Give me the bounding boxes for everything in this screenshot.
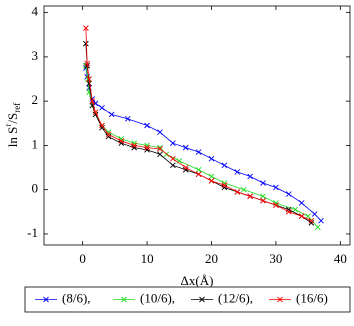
data-point xyxy=(124,116,131,122)
data-point xyxy=(86,80,92,87)
data-point xyxy=(182,164,189,171)
data-point xyxy=(285,208,292,215)
x-tick-label: 10 xyxy=(141,251,154,266)
data-point xyxy=(292,206,299,213)
y-axis-label: ln Sr/Sref xyxy=(3,103,22,147)
legend-marker xyxy=(277,296,283,303)
y-label-sup: r xyxy=(3,124,13,127)
legend-box xyxy=(24,286,351,313)
data-point xyxy=(208,178,215,184)
data-point xyxy=(298,213,305,220)
plot-frame xyxy=(43,5,351,246)
data-point xyxy=(305,213,311,220)
data-point xyxy=(208,155,215,162)
data-point xyxy=(84,60,90,67)
data-point xyxy=(273,202,279,208)
data-point xyxy=(99,104,105,111)
x-tick-label: 40 xyxy=(334,251,347,266)
data-point xyxy=(157,146,163,152)
series-line xyxy=(85,65,319,228)
data-point xyxy=(170,155,176,162)
data-point xyxy=(157,151,163,158)
data-point xyxy=(176,158,183,164)
data-point xyxy=(99,124,105,131)
data-point xyxy=(318,217,324,224)
data-point xyxy=(182,144,189,151)
data-point xyxy=(195,171,202,178)
y-label-sub: ref xyxy=(12,103,22,113)
data-point xyxy=(108,111,115,118)
data-point xyxy=(285,191,292,197)
y-tick-label: 2 xyxy=(32,92,39,107)
y-label-part: /S xyxy=(5,113,20,124)
series-line xyxy=(85,28,312,222)
legend-label: (16/6) xyxy=(296,290,328,305)
data-point xyxy=(99,122,105,129)
data-point xyxy=(195,149,202,155)
series-line xyxy=(85,43,312,224)
series-line xyxy=(85,67,322,221)
x-tick-label: 20 xyxy=(205,251,218,266)
data-point xyxy=(105,131,112,138)
data-point xyxy=(83,25,89,31)
data-point xyxy=(170,162,176,169)
data-point xyxy=(221,162,228,169)
data-point xyxy=(240,186,247,193)
data-point xyxy=(298,200,305,206)
y-tick-label: 0 xyxy=(32,181,39,196)
data-point xyxy=(308,217,315,224)
y-tick-label: 4 xyxy=(32,4,39,19)
legend-label: (8/6), xyxy=(62,290,91,305)
legend-marker xyxy=(43,296,49,303)
y-label-part: ln S xyxy=(5,127,20,148)
data-point xyxy=(157,129,163,135)
data-point xyxy=(144,144,150,151)
data-point xyxy=(131,142,138,149)
data-point xyxy=(260,193,266,200)
data-point xyxy=(308,220,315,226)
data-point xyxy=(234,189,241,195)
y-tick-label: 1 xyxy=(32,136,39,151)
data-point xyxy=(92,100,99,107)
data-point xyxy=(157,144,163,151)
data-point xyxy=(208,173,215,180)
data-point xyxy=(83,40,89,47)
data-point xyxy=(221,182,228,189)
x-axis-label: Δx(Å) xyxy=(181,273,214,288)
data-point xyxy=(195,166,202,173)
data-point xyxy=(170,140,176,147)
data-point xyxy=(260,197,266,204)
data-point xyxy=(260,180,266,186)
data-point xyxy=(234,169,241,175)
data-point xyxy=(144,122,150,129)
legend-label: (10/6), xyxy=(140,290,175,305)
legend-label: (12/6), xyxy=(218,290,253,305)
x-tick-label: 0 xyxy=(79,251,86,266)
y-tick-label: 3 xyxy=(32,48,39,63)
data-point xyxy=(247,193,253,200)
data-point xyxy=(273,184,279,191)
x-tick-label: 30 xyxy=(269,251,282,266)
data-point xyxy=(118,138,125,144)
data-point xyxy=(92,109,99,116)
legend-marker xyxy=(199,296,205,303)
legend-marker xyxy=(121,296,127,303)
data-point xyxy=(86,76,92,82)
data-point xyxy=(311,211,318,217)
data-point xyxy=(247,173,253,180)
data-point xyxy=(89,98,96,104)
data-point xyxy=(314,224,321,231)
y-tick-label: -1 xyxy=(27,225,38,240)
